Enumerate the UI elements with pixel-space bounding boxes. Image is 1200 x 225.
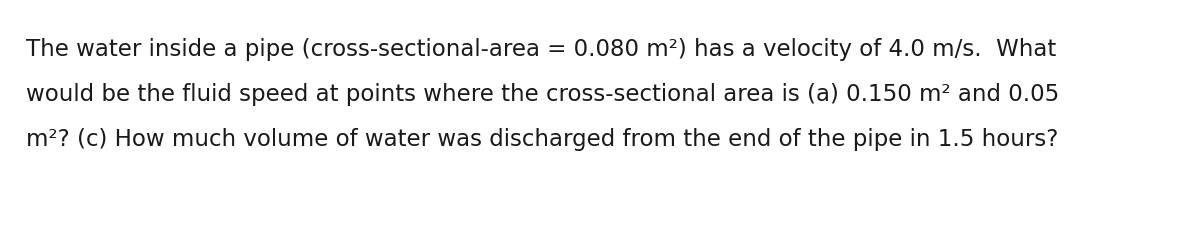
- Text: The water inside a pipe (cross-sectional-area = 0.080 m²) has a velocity of 4.0 : The water inside a pipe (cross-sectional…: [26, 38, 1057, 61]
- Text: would be the fluid speed at points where the cross-sectional area is (a) 0.150 m: would be the fluid speed at points where…: [26, 83, 1060, 106]
- Text: m²? (c) How much volume of water was discharged from the end of the pipe in 1.5 : m²? (c) How much volume of water was dis…: [26, 128, 1058, 151]
